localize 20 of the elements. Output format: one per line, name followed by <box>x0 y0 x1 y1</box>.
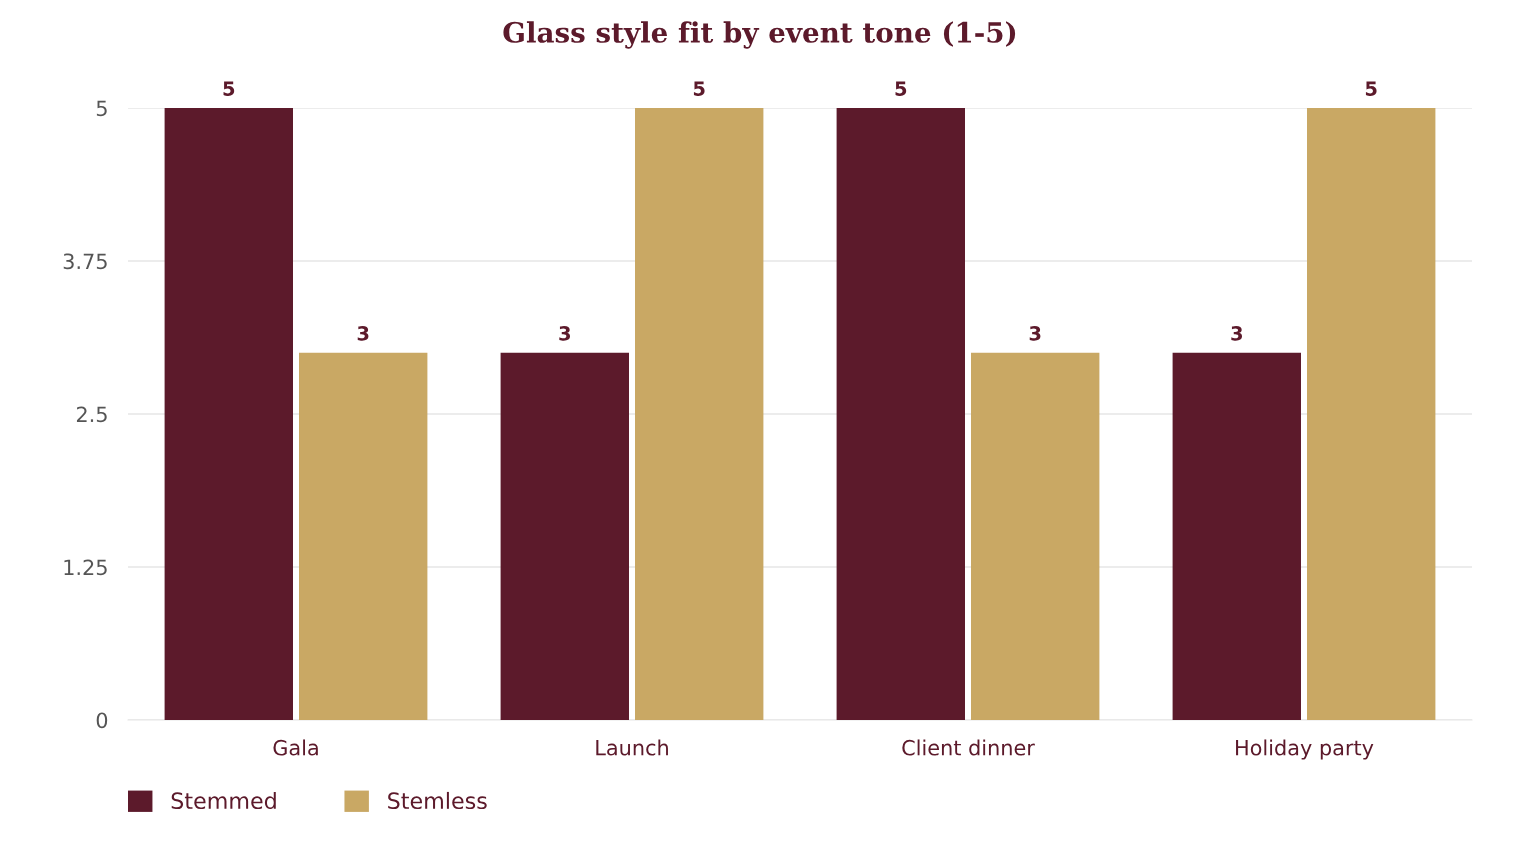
legend-label: Stemless <box>388 791 487 810</box>
legend-label: Stemmed <box>171 791 276 810</box>
y-tick-label: 3.75 <box>63 253 107 270</box>
data-label: 3 <box>1231 325 1243 341</box>
data-label: 5 <box>1365 81 1377 96</box>
y-tick-label: 5 <box>96 100 107 117</box>
x-tick-label: Gala <box>273 739 318 756</box>
data-label: 5 <box>693 81 705 96</box>
data-label: 3 <box>357 325 369 341</box>
x-tick-label: Client dinner <box>902 739 1035 756</box>
data-label: 3 <box>559 325 571 341</box>
chart-title: Glass style fit by event tone (1-5) <box>503 21 1016 49</box>
data-label: 5 <box>223 81 235 96</box>
y-tick-label: 0 <box>96 712 108 729</box>
y-tick-label: 1.25 <box>64 559 107 576</box>
x-tick-label: Launch <box>596 739 668 756</box>
y-tick-label: 2.5 <box>76 406 107 423</box>
data-label: 3 <box>1029 325 1041 341</box>
x-tick-label: Holiday party <box>1236 739 1374 760</box>
data-label: 5 <box>895 81 907 96</box>
